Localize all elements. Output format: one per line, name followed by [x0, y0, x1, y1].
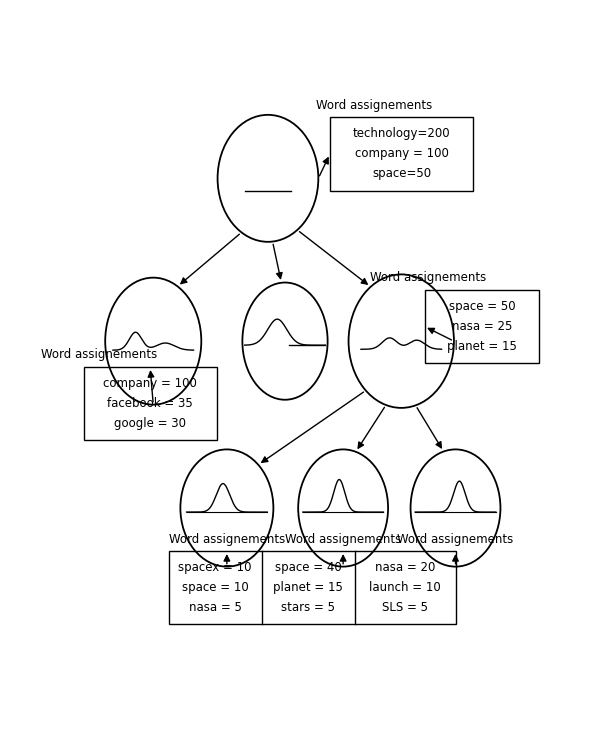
Text: company = 100
facebook = 35
google = 30: company = 100 facebook = 35 google = 30	[103, 377, 197, 431]
Text: Word assignements: Word assignements	[370, 271, 487, 284]
Bar	[168, 551, 456, 625]
Text: spacex = 10
space = 10
nasa = 5: spacex = 10 space = 10 nasa = 5	[179, 561, 252, 614]
Text: Word assignements: Word assignements	[41, 349, 157, 361]
Text: Word assignements: Word assignements	[285, 534, 401, 546]
Bar	[84, 367, 217, 440]
Text: Word assignements: Word assignements	[398, 534, 514, 546]
Text: Word assignements: Word assignements	[316, 98, 432, 112]
Text: Word assignements: Word assignements	[168, 534, 285, 546]
Text: space = 40
planet = 15
stars = 5: space = 40 planet = 15 stars = 5	[273, 561, 343, 614]
Text: nasa = 20
launch = 10
SLS = 5: nasa = 20 launch = 10 SLS = 5	[369, 561, 441, 614]
Text: technology=200
company = 100
space=50: technology=200 company = 100 space=50	[353, 127, 450, 181]
Bar	[330, 117, 473, 190]
Bar	[424, 290, 539, 363]
Text: space = 50
nasa = 25
planet = 15: space = 50 nasa = 25 planet = 15	[447, 300, 517, 353]
